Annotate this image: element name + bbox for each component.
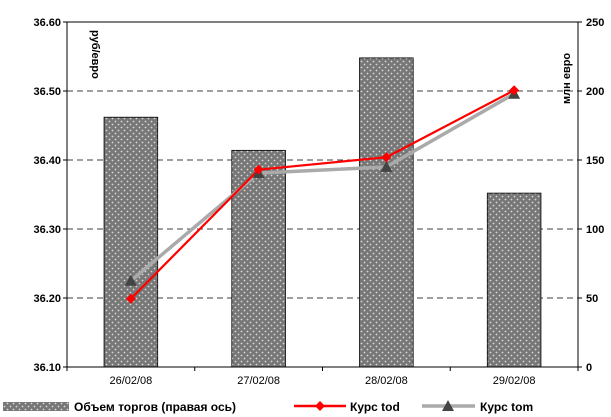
rate-lines	[124, 85, 521, 304]
volume-bars	[103, 57, 542, 368]
legend-swatch-volume	[3, 402, 69, 411]
left-axis-ticks: 36.10 36.20 36.30 36.40 36.50 36.60	[33, 17, 67, 374]
legend: Объем торгов (правая ось) Курс tod Курс …	[3, 400, 533, 414]
right-tick-label: 250	[586, 17, 604, 29]
point-tom	[124, 274, 137, 286]
legend-item-tod: Курс tod	[294, 400, 400, 414]
bar	[103, 116, 159, 368]
right-tick-label: 0	[586, 362, 592, 374]
left-tick-label: 36.60	[33, 17, 61, 29]
legend-label-volume: Объем торгов (правая ось)	[74, 400, 236, 414]
x-tick-label: 28/02/08	[365, 375, 408, 387]
legend-item-volume: Объем торгов (правая ось)	[3, 400, 236, 414]
left-tick-label: 36.10	[33, 362, 61, 374]
right-axis-ticks: 0 50 100 150 200 250	[578, 17, 604, 374]
point-tom	[380, 160, 393, 172]
right-tick-label: 200	[586, 86, 604, 98]
right-tick-label: 50	[586, 293, 598, 305]
point-tod	[381, 152, 392, 163]
legend-swatch-tom-marker	[442, 400, 454, 411]
right-axis-title: млн евро	[561, 53, 573, 104]
left-tick-label: 36.40	[33, 155, 61, 167]
legend-label-tod: Курс tod	[350, 400, 400, 414]
bar	[486, 192, 542, 368]
series-line-tod	[130, 89, 515, 300]
legend-swatch-tod-marker	[315, 401, 325, 411]
left-axis-title: руб/евро	[89, 30, 101, 79]
point-tod	[125, 293, 136, 304]
bar	[231, 149, 286, 368]
x-tick-label: 27/02/08	[237, 375, 280, 387]
left-tick-label: 36.20	[33, 293, 61, 305]
right-tick-label: 100	[586, 224, 604, 236]
right-tick-label: 150	[586, 155, 604, 167]
point-tod	[509, 85, 520, 96]
series-line-tom	[129, 92, 515, 283]
x-tick-label: 26/02/08	[109, 375, 152, 387]
bar	[359, 57, 414, 368]
left-tick-label: 36.50	[33, 86, 61, 98]
point-tod	[253, 164, 264, 175]
left-tick-label: 36.30	[33, 224, 61, 236]
x-axis-ticks: 26/02/08 27/02/08 28/02/08 29/02/08	[66, 367, 579, 387]
legend-item-tom: Курс tom	[422, 400, 533, 414]
legend-label-tom: Курс tom	[480, 400, 533, 414]
x-tick-label: 29/02/08	[493, 375, 536, 387]
